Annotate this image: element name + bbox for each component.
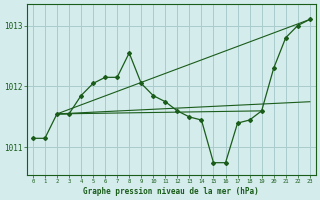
X-axis label: Graphe pression niveau de la mer (hPa): Graphe pression niveau de la mer (hPa) [84, 187, 259, 196]
